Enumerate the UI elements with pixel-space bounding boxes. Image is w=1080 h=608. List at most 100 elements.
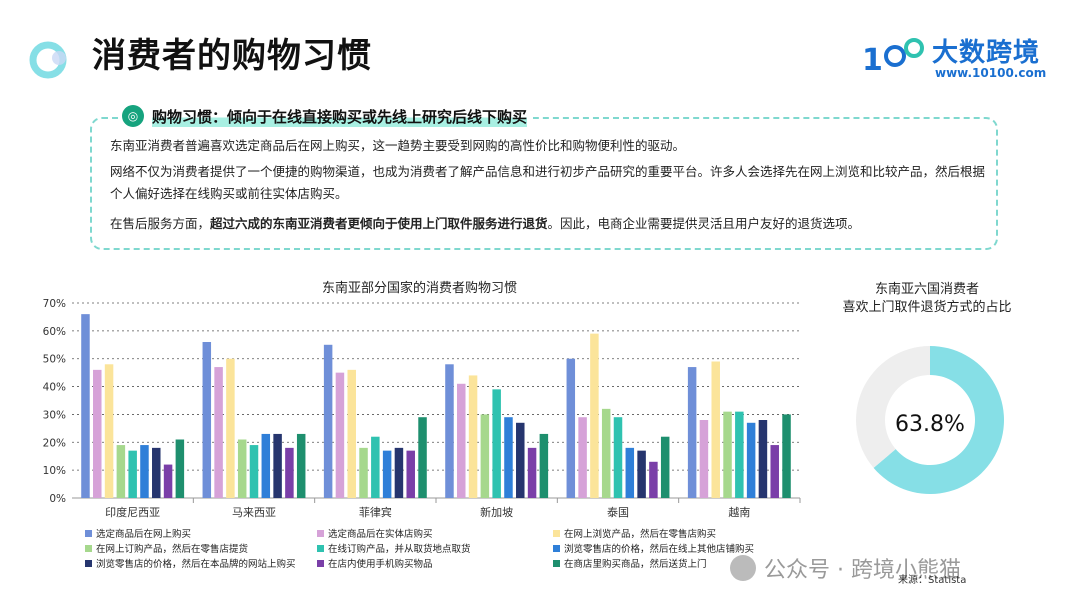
x-tick-label: 马来西亚 bbox=[232, 506, 276, 519]
info-p3-prefix: 在售后服务方面， bbox=[110, 216, 211, 231]
legend-item: 在线订购产品，并从取货地点取货 bbox=[317, 541, 471, 555]
bar bbox=[226, 358, 235, 498]
x-tick-label: 新加坡 bbox=[480, 505, 513, 519]
bar bbox=[492, 389, 501, 498]
bar bbox=[613, 417, 623, 498]
brand-url: www.10100.com bbox=[935, 66, 1047, 80]
donut-slice-highlight bbox=[873, 346, 1004, 494]
legend-swatch bbox=[553, 529, 560, 537]
svg-text:1: 1 bbox=[862, 43, 883, 78]
legend-swatch bbox=[317, 544, 324, 552]
legend-label: 在网上浏览产品，然后在零售店购买 bbox=[564, 529, 717, 540]
legend-item: 在网上浏览产品，然后在零售店购买 bbox=[553, 526, 716, 540]
bar bbox=[687, 367, 697, 498]
bar bbox=[128, 450, 137, 498]
bar bbox=[371, 436, 380, 498]
donut-slice-rest bbox=[856, 346, 930, 468]
info-heading: 购物习惯：倾向于在线直接购买或先线上研究后线下购买 bbox=[152, 105, 528, 127]
legend-item: 在店内使用手机购买物品 bbox=[317, 556, 433, 570]
bar bbox=[175, 439, 185, 498]
donut-title-line-1: 东南亚六国消费者 bbox=[874, 282, 979, 297]
legend-label: 浏览零售店的价格，然后在本品牌的网站上购买 bbox=[96, 559, 296, 570]
y-tick-label: 50% bbox=[43, 354, 66, 366]
bar bbox=[590, 333, 599, 498]
bar bbox=[625, 447, 635, 498]
legend-swatch bbox=[317, 529, 324, 537]
bar bbox=[163, 464, 173, 498]
bar bbox=[237, 439, 247, 498]
info-p3-suffix: 。因此，电商企业需要提供灵活且用户友好的退货选项。 bbox=[547, 216, 861, 231]
x-tick-label: 菲律宾 bbox=[359, 505, 392, 519]
bar bbox=[323, 344, 333, 498]
legend-item: 浏览零售店的价格，然后在线上其他店铺购买 bbox=[553, 541, 754, 555]
bar bbox=[601, 408, 611, 498]
bar bbox=[699, 420, 709, 498]
bar bbox=[457, 383, 466, 498]
bar bbox=[418, 417, 427, 498]
bar bbox=[152, 447, 161, 498]
bar bbox=[93, 369, 102, 498]
legend-label: 选定商品后在网上购买 bbox=[96, 529, 192, 540]
brand-logo-icon: 1 bbox=[862, 38, 924, 78]
legend-item: 选定商品后在网上购买 bbox=[85, 526, 191, 540]
info-paragraph-1: 东南亚消费者普遍喜欢选定商品后在网上购买，这一趋势主要受到网购的高性价比和购物便… bbox=[110, 138, 686, 153]
y-tick-label: 70% bbox=[43, 298, 66, 310]
y-tick-label: 0% bbox=[49, 493, 66, 505]
y-tick-label: 30% bbox=[43, 409, 66, 421]
globe-icon: ◎ bbox=[122, 105, 144, 127]
page-title: 消费者的购物习惯 bbox=[92, 36, 372, 76]
x-tick-label: 越南 bbox=[728, 505, 750, 519]
legend-swatch bbox=[317, 559, 324, 567]
bar bbox=[746, 422, 756, 498]
bar bbox=[637, 450, 646, 498]
y-tick-label: 60% bbox=[43, 326, 66, 338]
bar bbox=[468, 375, 478, 498]
legend-label: 选定商品后在实体店购买 bbox=[328, 529, 433, 540]
legend-label: 在店内使用手机购买物品 bbox=[328, 559, 433, 570]
bar bbox=[660, 436, 670, 498]
bar bbox=[335, 372, 345, 498]
legend-item: 在商店里购买商品，然后送货上门 bbox=[553, 556, 707, 570]
bar bbox=[202, 342, 212, 498]
bar bbox=[347, 369, 356, 498]
title-decoration-icon bbox=[29, 41, 67, 79]
bar bbox=[723, 411, 732, 498]
legend-item: 选定商品后在实体店购买 bbox=[317, 526, 433, 540]
bar bbox=[273, 433, 282, 498]
x-tick-label: 泰国 bbox=[607, 505, 629, 519]
donut-title-line-2: 喜欢上门取件退货方式的占比 bbox=[842, 300, 1012, 315]
legend-swatch bbox=[85, 559, 92, 567]
legend-label: 浏览零售店的价格，然后在线上其他店铺购买 bbox=[564, 544, 755, 555]
y-tick-label: 40% bbox=[43, 382, 66, 394]
legend-swatch bbox=[85, 544, 92, 552]
donut-chart bbox=[856, 346, 1004, 494]
legend-item: 在网上订购产品，然后在零售店提货 bbox=[85, 541, 248, 555]
bar bbox=[504, 417, 513, 498]
bar bbox=[81, 314, 90, 498]
brand-name: 大数跨境 bbox=[932, 38, 1041, 68]
bar bbox=[566, 358, 576, 498]
bar bbox=[527, 447, 537, 498]
info-badge: ◎ 购物习惯：倾向于在线直接购买或先线上研究后线下购买 bbox=[120, 104, 534, 128]
bar bbox=[285, 447, 294, 498]
y-tick-label: 20% bbox=[43, 437, 66, 449]
bar bbox=[296, 433, 306, 498]
bar bbox=[249, 445, 259, 498]
legend-item: 浏览零售店的价格，然后在本品牌的网站上购买 bbox=[85, 556, 296, 570]
info-box bbox=[90, 117, 998, 250]
bar bbox=[214, 367, 223, 498]
watermark: 公众号 · 跨境小熊猫 bbox=[730, 552, 961, 584]
bar bbox=[116, 445, 126, 498]
bar bbox=[758, 420, 768, 498]
bar bbox=[539, 433, 549, 498]
bar bbox=[770, 445, 779, 498]
info-paragraph-2: 网络不仅为消费者提供了一个便捷的购物渠道，也成为消费者了解产品信息和进行初步产品… bbox=[110, 164, 986, 201]
bar bbox=[516, 422, 525, 498]
bar bbox=[445, 364, 454, 498]
legend-swatch bbox=[85, 529, 92, 537]
donut-chart-title: 东南亚六国消费者 喜欢上门取件退货方式的占比 bbox=[842, 281, 1012, 317]
legend-swatch bbox=[553, 559, 560, 567]
bar bbox=[261, 433, 271, 498]
info-paragraph-3: 在售后服务方面，超过六成的东南亚消费者更倾向于使用上门取件服务进行退货。因此，电… bbox=[110, 213, 990, 235]
legend-label: 在线订购产品，并从取货地点取货 bbox=[328, 544, 471, 555]
